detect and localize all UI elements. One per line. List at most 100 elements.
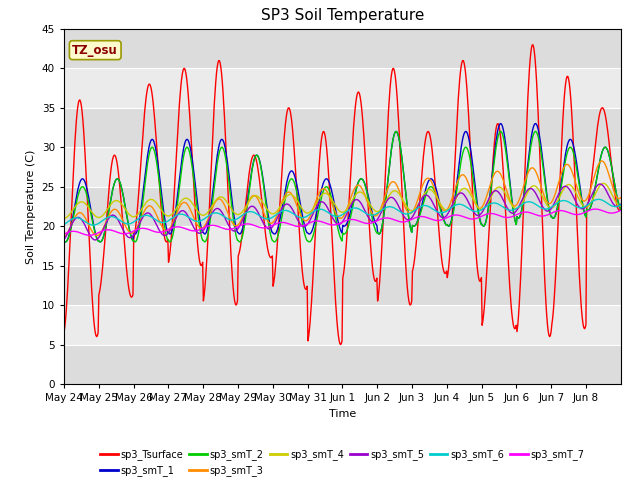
sp3_smT_1 bbox=[401, 179, 408, 184]
sp3_smT_4 bbox=[276, 204, 284, 209]
Line: sp3_smT_4: sp3_smT_4 bbox=[64, 183, 621, 218]
Text: TZ_osu: TZ_osu bbox=[72, 44, 118, 57]
sp3_smT_3 bbox=[228, 219, 236, 225]
sp3_smT_5 bbox=[277, 207, 285, 213]
Line: sp3_smT_1: sp3_smT_1 bbox=[64, 124, 621, 242]
Bar bbox=[64, 68, 621, 108]
sp3_smT_6 bbox=[60, 222, 68, 228]
sp3_smT_1 bbox=[228, 201, 236, 207]
Line: sp3_smT_5: sp3_smT_5 bbox=[64, 184, 621, 240]
Y-axis label: Soil Temperature (C): Soil Temperature (C) bbox=[26, 149, 36, 264]
sp3_smT_3 bbox=[431, 187, 439, 193]
Bar bbox=[64, 305, 621, 345]
sp3_smT_4 bbox=[617, 204, 625, 209]
sp3_smT_2 bbox=[228, 209, 236, 215]
sp3_smT_2 bbox=[256, 160, 264, 166]
sp3_smT_7 bbox=[277, 219, 285, 225]
sp3_smT_4 bbox=[400, 199, 408, 204]
sp3_smT_2 bbox=[432, 191, 440, 197]
sp3_smT_6 bbox=[595, 196, 602, 202]
sp3_smT_1 bbox=[432, 184, 440, 190]
sp3_smT_5 bbox=[228, 228, 236, 233]
sp3_smT_7 bbox=[591, 206, 599, 212]
sp3_smT_2 bbox=[277, 219, 285, 225]
Bar bbox=[64, 108, 621, 147]
sp3_smT_1 bbox=[61, 239, 69, 245]
sp3_smT_6 bbox=[277, 209, 285, 215]
sp3_Tsurface bbox=[125, 288, 133, 294]
sp3_smT_5 bbox=[256, 214, 264, 219]
sp3_smT_2 bbox=[61, 239, 69, 245]
sp3_smT_6 bbox=[126, 221, 134, 227]
Bar bbox=[64, 265, 621, 305]
sp3_smT_2 bbox=[617, 206, 625, 212]
sp3_smT_1 bbox=[277, 211, 285, 216]
sp3_smT_3 bbox=[125, 229, 133, 235]
Line: sp3_Tsurface: sp3_Tsurface bbox=[64, 45, 621, 345]
Bar bbox=[64, 226, 621, 265]
sp3_smT_6 bbox=[617, 202, 625, 208]
sp3_smT_1 bbox=[60, 238, 68, 244]
sp3_smT_7 bbox=[256, 225, 264, 230]
Line: sp3_smT_3: sp3_smT_3 bbox=[64, 161, 621, 238]
sp3_smT_7 bbox=[126, 230, 134, 236]
sp3_Tsurface bbox=[228, 264, 236, 270]
sp3_smT_7 bbox=[60, 231, 68, 237]
sp3_smT_1 bbox=[256, 159, 264, 165]
sp3_Tsurface bbox=[255, 176, 263, 181]
sp3_Tsurface bbox=[529, 42, 537, 48]
Line: sp3_smT_6: sp3_smT_6 bbox=[64, 199, 621, 225]
sp3_smT_3 bbox=[276, 204, 284, 209]
sp3_smT_2 bbox=[60, 238, 68, 244]
sp3_smT_7 bbox=[401, 219, 408, 225]
Legend: sp3_Tsurface, sp3_smT_1, sp3_smT_2, sp3_smT_3, sp3_smT_4, sp3_smT_5, sp3_smT_6, : sp3_Tsurface, sp3_smT_1, sp3_smT_2, sp3_… bbox=[97, 446, 588, 480]
Bar bbox=[64, 0, 621, 29]
sp3_smT_1 bbox=[126, 229, 134, 235]
Title: SP3 Soil Temperature: SP3 Soil Temperature bbox=[260, 9, 424, 24]
Line: sp3_smT_7: sp3_smT_7 bbox=[64, 209, 621, 235]
sp3_smT_3 bbox=[617, 195, 625, 201]
sp3_Tsurface bbox=[401, 240, 408, 246]
sp3_smT_5 bbox=[126, 235, 134, 240]
sp3_smT_7 bbox=[86, 232, 93, 238]
Bar bbox=[64, 29, 621, 68]
sp3_smT_3 bbox=[255, 199, 263, 204]
sp3_smT_5 bbox=[92, 237, 99, 243]
sp3_smT_5 bbox=[401, 214, 408, 220]
sp3_smT_6 bbox=[256, 213, 264, 219]
sp3_smT_1 bbox=[531, 121, 539, 127]
sp3_smT_7 bbox=[228, 226, 236, 232]
sp3_smT_5 bbox=[432, 206, 440, 212]
sp3_Tsurface bbox=[617, 206, 625, 212]
sp3_smT_4 bbox=[60, 216, 68, 221]
X-axis label: Time: Time bbox=[329, 408, 356, 419]
sp3_smT_5 bbox=[617, 201, 625, 207]
sp3_smT_4 bbox=[600, 180, 607, 186]
sp3_smT_7 bbox=[432, 217, 440, 223]
sp3_Tsurface bbox=[60, 330, 68, 336]
sp3_smT_3 bbox=[598, 158, 606, 164]
Line: sp3_smT_2: sp3_smT_2 bbox=[64, 132, 621, 242]
sp3_smT_5 bbox=[60, 237, 68, 242]
sp3_smT_4 bbox=[228, 206, 236, 212]
sp3_smT_5 bbox=[596, 181, 604, 187]
sp3_smT_4 bbox=[255, 195, 263, 201]
sp3_smT_6 bbox=[401, 211, 408, 216]
sp3_smT_2 bbox=[126, 229, 134, 235]
sp3_Tsurface bbox=[337, 342, 344, 348]
sp3_Tsurface bbox=[276, 193, 284, 199]
sp3_smT_3 bbox=[400, 201, 408, 206]
sp3_smT_4 bbox=[125, 212, 133, 217]
Bar bbox=[64, 187, 621, 226]
sp3_smT_7 bbox=[617, 207, 625, 213]
sp3_smT_1 bbox=[617, 206, 625, 212]
Bar bbox=[64, 345, 621, 384]
sp3_smT_6 bbox=[228, 217, 236, 223]
sp3_smT_2 bbox=[531, 129, 539, 134]
sp3_smT_6 bbox=[432, 208, 440, 214]
sp3_smT_2 bbox=[401, 179, 408, 184]
Bar bbox=[64, 147, 621, 187]
sp3_smT_4 bbox=[431, 192, 439, 197]
sp3_Tsurface bbox=[432, 187, 440, 193]
sp3_smT_6 bbox=[89, 222, 97, 228]
